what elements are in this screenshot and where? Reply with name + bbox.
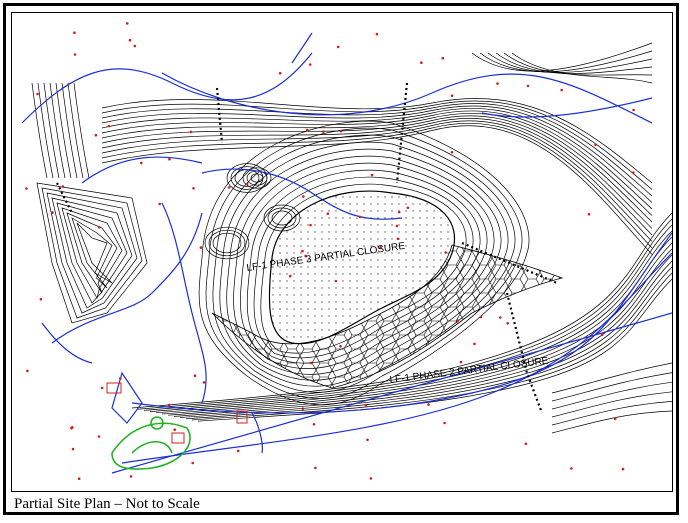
- map-caption: Partial Site Plan – Not to Scale: [14, 496, 200, 512]
- survey-markers: [25, 22, 635, 481]
- phase2-closure-grid: [211, 244, 564, 389]
- map-area: LF-1 PHASE 3 PARTIAL CLOSURE LF-1 PHASE …: [11, 12, 673, 492]
- site-plan-drawing: LF-1 PHASE 3 PARTIAL CLOSURE LF-1 PHASE …: [21, 22, 672, 481]
- site-plan-frame: LF-1 PHASE 3 PARTIAL CLOSURE LF-1 PHASE …: [3, 3, 679, 515]
- roads: [21, 32, 672, 474]
- structures: [106, 382, 248, 444]
- contour-lines: [31, 42, 672, 434]
- drainage-lines: [56, 82, 558, 414]
- vegetation-area: [111, 416, 191, 470]
